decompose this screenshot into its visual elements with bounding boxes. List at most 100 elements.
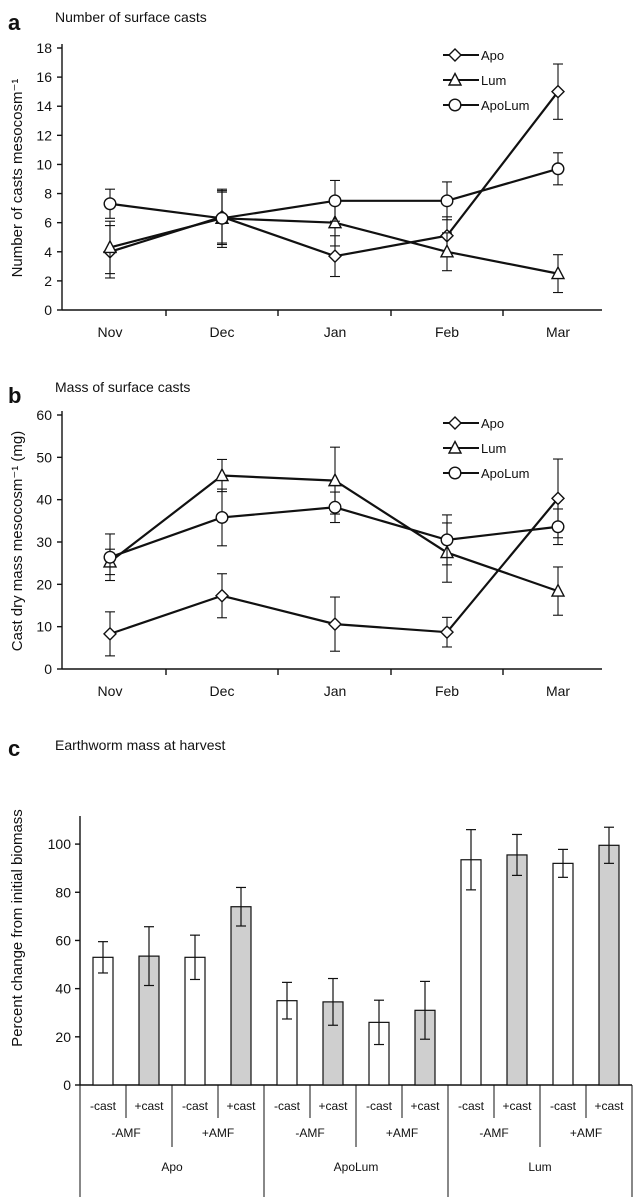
- cast-label: +cast: [594, 1099, 624, 1113]
- x-tick-label: Dec: [210, 324, 235, 340]
- panel-a-title: Number of surface casts: [55, 9, 207, 25]
- panel-b-title: Mass of surface casts: [55, 379, 190, 395]
- legend-label: Apo: [481, 416, 504, 431]
- legend-marker: [447, 71, 463, 86]
- data-point: [440, 194, 454, 208]
- y-tick-label: 100: [48, 836, 72, 852]
- y-tick-label: 40: [36, 492, 52, 508]
- data-point: [215, 510, 229, 524]
- cast-label: +cast: [134, 1099, 164, 1113]
- x-tick-label: Mar: [546, 683, 570, 699]
- x-tick-label: Feb: [435, 683, 459, 699]
- series-apolum: [103, 488, 565, 582]
- cast-label: -cast: [274, 1099, 301, 1113]
- y-tick-label: 0: [63, 1077, 71, 1093]
- cast-label: +cast: [318, 1099, 348, 1113]
- y-tick-label: 0: [44, 661, 52, 677]
- legend-label: Lum: [481, 73, 506, 88]
- bar: [506, 854, 528, 1086]
- y-tick-label: 0: [44, 302, 52, 318]
- bar: [230, 906, 252, 1086]
- cast-label: -cast: [366, 1099, 393, 1113]
- data-point: [440, 533, 454, 547]
- legend-marker: [448, 48, 462, 62]
- data-point: [440, 625, 454, 640]
- amf-label: -AMF: [295, 1126, 324, 1140]
- x-tick-label: Mar: [546, 324, 570, 340]
- legend-item-apo: Apo: [443, 416, 504, 431]
- data-point: [103, 550, 117, 564]
- legend-label: ApoLum: [481, 98, 529, 113]
- y-tick-label: 6: [44, 215, 52, 231]
- legend-marker: [447, 439, 463, 454]
- data-point: [327, 214, 343, 229]
- x-tick-label: Nov: [98, 683, 123, 699]
- y-tick-label: 8: [44, 186, 52, 202]
- series-line: [109, 90, 559, 258]
- legend-item-lum: Lum: [443, 439, 506, 456]
- series-line: [109, 497, 559, 635]
- cast-label: -cast: [550, 1099, 577, 1113]
- y-tick-label: 10: [36, 156, 52, 172]
- legend-item-apolum: ApoLum: [443, 466, 529, 481]
- cast-label: -cast: [182, 1099, 209, 1113]
- panel-a-ylabel: Number of casts mesocosm⁻¹: [9, 79, 26, 278]
- panel-letter-a: a: [8, 10, 21, 35]
- bar: [460, 859, 482, 1086]
- cast-label: -cast: [90, 1099, 117, 1113]
- series-line: [109, 167, 559, 220]
- data-point: [102, 239, 118, 254]
- x-tick-label: Feb: [435, 324, 459, 340]
- legend-label: Lum: [481, 441, 506, 456]
- y-tick-label: 10: [36, 619, 52, 635]
- data-point: [215, 211, 229, 225]
- panel-c-title: Earthworm mass at harvest: [55, 737, 225, 753]
- legend-marker: [448, 466, 462, 480]
- panel-c-ylabel: Percent change from initial biomass: [9, 809, 26, 1047]
- data-point: [328, 500, 342, 514]
- amf-label: +AMF: [202, 1126, 234, 1140]
- y-tick-label: 30: [36, 534, 52, 550]
- legend-item-apolum: ApoLum: [443, 98, 529, 113]
- cast-label: +cast: [226, 1099, 256, 1113]
- species-label: ApoLum: [334, 1160, 379, 1174]
- series-line: [109, 506, 559, 559]
- amf-label: -AMF: [479, 1126, 508, 1140]
- data-point: [439, 243, 455, 258]
- bar: [552, 862, 574, 1086]
- cast-label: +cast: [410, 1099, 440, 1113]
- y-tick-label: 40: [55, 981, 71, 997]
- cast-label: +cast: [502, 1099, 532, 1113]
- amf-label: -AMF: [111, 1126, 140, 1140]
- data-point: [551, 162, 565, 176]
- y-tick-label: 60: [36, 407, 52, 423]
- species-label: Apo: [161, 1160, 183, 1174]
- y-tick-label: 2: [44, 273, 52, 289]
- legend-label: ApoLum: [481, 466, 529, 481]
- bar: [598, 844, 620, 1086]
- amf-label: +AMF: [570, 1126, 602, 1140]
- x-tick-label: Jan: [324, 324, 347, 340]
- cast-label: -cast: [458, 1099, 485, 1113]
- bar: [92, 956, 114, 1086]
- panel-letter-c: c: [8, 736, 20, 761]
- y-tick-label: 20: [55, 1029, 71, 1045]
- data-point: [328, 194, 342, 208]
- panel-letter-b: b: [8, 383, 21, 408]
- y-tick-label: 20: [36, 576, 52, 592]
- data-point: [327, 472, 343, 487]
- data-point: [214, 467, 230, 482]
- y-tick-label: 80: [55, 884, 71, 900]
- y-tick-label: 14: [36, 98, 52, 114]
- data-point: [551, 491, 565, 506]
- data-point: [551, 84, 565, 99]
- y-tick-label: 12: [36, 127, 52, 143]
- panel-b-ylabel: Cast dry mass mesocosm⁻¹ (mg): [9, 431, 26, 651]
- data-point: [550, 265, 566, 280]
- legend-marker: [448, 416, 462, 430]
- series-apolum: [103, 152, 565, 246]
- legend-marker: [448, 98, 462, 112]
